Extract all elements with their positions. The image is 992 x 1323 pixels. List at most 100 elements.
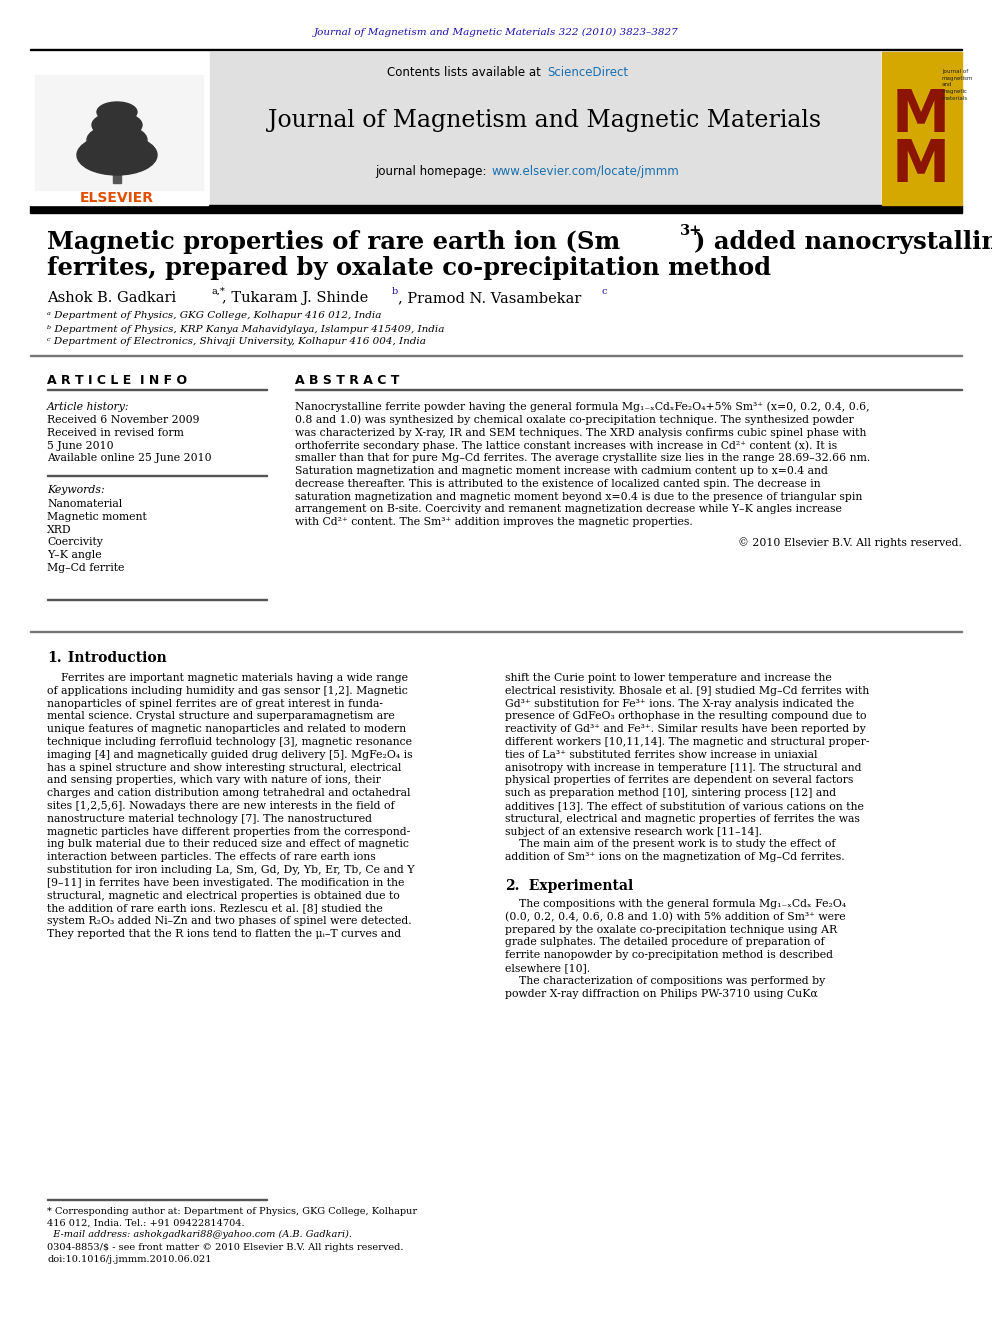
Text: E-mail address: ashokgadkari88@yahoo.com (A.B. Gadkari).: E-mail address: ashokgadkari88@yahoo.com… [47,1229,352,1238]
Text: ᵃ Department of Physics, GKG College, Kolhapur 416 012, India: ᵃ Department of Physics, GKG College, Ko… [47,311,381,320]
Text: Magnetic moment: Magnetic moment [47,512,147,521]
Bar [210,52,880,205]
Bar [882,52,962,205]
Text: was characterized by X-ray, IR and SEM techniques. The XRD analysis confirms cub: was characterized by X-ray, IR and SEM t… [295,427,866,438]
Text: ) added nanocrystalline Mg–Cd: ) added nanocrystalline Mg–Cd [694,230,992,254]
Text: © 2010 Elsevier B.V. All rights reserved.: © 2010 Elsevier B.V. All rights reserved… [738,537,962,549]
Text: b: b [392,287,398,295]
Text: Magnetic properties of rare earth ion (Sm: Magnetic properties of rare earth ion (S… [47,230,620,254]
Text: nanostructure material technology [7]. The nanostructured: nanostructure material technology [7]. T… [47,814,372,824]
Text: 2.: 2. [505,878,520,893]
Text: 5 June 2010: 5 June 2010 [47,441,114,451]
Text: ELSEVIER: ELSEVIER [80,191,154,205]
Text: grade sulphates. The detailed procedure of preparation of: grade sulphates. The detailed procedure … [505,938,824,947]
Text: Received in revised form: Received in revised form [47,427,184,438]
Text: of applications including humidity and gas sensor [1,2]. Magnetic: of applications including humidity and g… [47,685,408,696]
Text: Introduction: Introduction [58,651,167,665]
Text: electrical resistivity. Bhosale et al. [9] studied Mg–Cd ferrites with: electrical resistivity. Bhosale et al. [… [505,685,869,696]
Text: * Corresponding author at: Department of Physics, GKG College, Kolhapur: * Corresponding author at: Department of… [47,1208,417,1217]
Text: Experimental: Experimental [519,878,633,893]
Text: They reported that the R ions tend to flatten the μᵢ–T curves and: They reported that the R ions tend to fl… [47,929,401,939]
Text: structural, magnetic and electrical properties is obtained due to: structural, magnetic and electrical prop… [47,890,400,901]
Text: c: c [601,287,606,295]
Bar [35,75,203,191]
Text: , Pramod N. Vasambekar: , Pramod N. Vasambekar [398,291,581,306]
Text: magnetic particles have different properties from the correspond-: magnetic particles have different proper… [47,827,411,836]
Text: M: M [892,86,950,143]
Text: (0.0, 0.2, 0.4, 0.6, 0.8 and 1.0) with 5% addition of Sm³⁺ were: (0.0, 0.2, 0.4, 0.6, 0.8 and 1.0) with 5… [505,912,845,922]
Text: physical properties of ferrites are dependent on several factors: physical properties of ferrites are depe… [505,775,853,786]
Text: presence of GdFeO₃ orthophase in the resulting compound due to: presence of GdFeO₃ orthophase in the res… [505,712,866,721]
Text: nanoparticles of spinel ferrites are of great interest in funda-: nanoparticles of spinel ferrites are of … [47,699,383,709]
Text: elsewhere [10].: elsewhere [10]. [505,963,590,972]
Ellipse shape [87,124,147,155]
Text: anisotropy with increase in temperature [11]. The structural and: anisotropy with increase in temperature … [505,762,861,773]
Text: A R T I C L E  I N F O: A R T I C L E I N F O [47,373,187,386]
Text: Article history:: Article history: [47,402,130,411]
Text: Keywords:: Keywords: [47,486,104,495]
Text: A B S T R A C T: A B S T R A C T [295,373,400,386]
Text: ferrite nanopowder by co-precipitation method is described: ferrite nanopowder by co-precipitation m… [505,950,833,960]
Text: ties of La³⁺ substituted ferrites show increase in uniaxial: ties of La³⁺ substituted ferrites show i… [505,750,817,759]
Text: technique including ferrofluid technology [3], magnetic resonance: technique including ferrofluid technolog… [47,737,412,747]
Text: substitution for iron including La, Sm, Gd, Dy, Yb, Er, Tb, Ce and Y: substitution for iron including La, Sm, … [47,865,415,875]
Text: Journal of Magnetism and Magnetic Materials 322 (2010) 3823–3827: Journal of Magnetism and Magnetic Materi… [313,28,679,37]
Bar [113,153,121,183]
Ellipse shape [92,112,142,138]
Text: imaging [4] and magnetically guided drug delivery [5]. MgFe₂O₄ is: imaging [4] and magnetically guided drug… [47,750,413,759]
Text: subject of an extensive research work [11–14].: subject of an extensive research work [1… [505,827,762,836]
Text: Coercivity: Coercivity [47,537,103,548]
Text: ScienceDirect: ScienceDirect [547,66,628,79]
Text: reactivity of Gd³⁺ and Fe³⁺. Similar results have been reported by: reactivity of Gd³⁺ and Fe³⁺. Similar res… [505,724,866,734]
Text: with Cd²⁺ content. The Sm³⁺ addition improves the magnetic properties.: with Cd²⁺ content. The Sm³⁺ addition imp… [295,517,692,527]
Text: mental science. Crystal structure and superparamagnetism are: mental science. Crystal structure and su… [47,712,395,721]
Text: unique features of magnetic nanoparticles and related to modern: unique features of magnetic nanoparticle… [47,724,406,734]
Text: 416 012, India. Tel.: +91 09422814704.: 416 012, India. Tel.: +91 09422814704. [47,1218,245,1228]
Text: Ferrites are important magnetic materials having a wide range: Ferrites are important magnetic material… [47,673,408,683]
Text: Gd³⁺ substitution for Fe³⁺ ions. The X-ray analysis indicated the: Gd³⁺ substitution for Fe³⁺ ions. The X-r… [505,699,854,709]
Text: interaction between particles. The effects of rare earth ions: interaction between particles. The effec… [47,852,376,863]
Text: Contents lists available at: Contents lists available at [387,66,545,79]
Text: Journal of
magnetism
and
magnetic
materials: Journal of magnetism and magnetic materi… [942,69,973,101]
Text: arrangement on B-site. Coercivity and remanent magnetization decrease while Y–K : arrangement on B-site. Coercivity and re… [295,504,842,515]
Ellipse shape [77,135,157,175]
Text: ing bulk material due to their reduced size and effect of magnetic: ing bulk material due to their reduced s… [47,839,409,849]
Text: decrease thereafter. This is attributed to the existence of localized canted spi: decrease thereafter. This is attributed … [295,479,820,488]
Text: shift the Curie point to lower temperature and increase the: shift the Curie point to lower temperatu… [505,673,831,683]
Ellipse shape [97,102,137,122]
Text: , Tukaram J. Shinde: , Tukaram J. Shinde [222,291,373,306]
Text: The characterization of compositions was performed by: The characterization of compositions was… [505,976,825,986]
Text: addition of Sm³⁺ ions on the magnetization of Mg–Cd ferrites.: addition of Sm³⁺ ions on the magnetizati… [505,852,844,863]
Text: a,*: a,* [212,287,226,295]
Text: system R₂O₃ added Ni–Zn and two phases of spinel were detected.: system R₂O₃ added Ni–Zn and two phases o… [47,917,412,926]
Text: journal homepage:: journal homepage: [375,165,490,179]
Text: 3+: 3+ [680,224,702,238]
Text: [9–11] in ferrites have been investigated. The modification in the: [9–11] in ferrites have been investigate… [47,877,405,888]
Text: Nanocrystalline ferrite powder having the general formula Mg₁₋ₓCdₓFe₂O₄+5% Sm³⁺ : Nanocrystalline ferrite powder having th… [295,402,870,413]
Text: smaller than that for pure Mg–Cd ferrites. The average crystallite size lies in : smaller than that for pure Mg–Cd ferrite… [295,454,870,463]
Text: has a spinel structure and show interesting structural, electrical: has a spinel structure and show interest… [47,762,402,773]
Bar [30,52,208,205]
Text: saturation magnetization and magnetic moment beyond x=0.4 is due to the presence: saturation magnetization and magnetic mo… [295,492,862,501]
Text: Mg–Cd ferrite: Mg–Cd ferrite [47,564,124,573]
Text: powder X-ray diffraction on Philips PW-3710 using CuKα: powder X-ray diffraction on Philips PW-3… [505,988,817,999]
Text: XRD: XRD [47,525,71,534]
Text: ferrites, prepared by oxalate co-precipitation method: ferrites, prepared by oxalate co-precipi… [47,255,771,280]
Text: Available online 25 June 2010: Available online 25 June 2010 [47,454,211,463]
Text: additives [13]. The effect of substitution of various cations on the: additives [13]. The effect of substituti… [505,800,864,811]
Bar [30,205,962,213]
Text: such as preparation method [10], sintering process [12] and: such as preparation method [10], sinteri… [505,789,836,798]
Text: The main aim of the present work is to study the effect of: The main aim of the present work is to s… [505,839,835,849]
Text: and sensing properties, which vary with nature of ions, their: and sensing properties, which vary with … [47,775,381,786]
Text: doi:10.1016/j.jmmm.2010.06.021: doi:10.1016/j.jmmm.2010.06.021 [47,1254,211,1263]
Text: structural, electrical and magnetic properties of ferrites the was: structural, electrical and magnetic prop… [505,814,860,824]
Text: 1.: 1. [47,651,62,665]
Text: The compositions with the general formula Mg₁₋ₓCdₓ Fe₂O₄: The compositions with the general formul… [505,900,846,909]
Text: the addition of rare earth ions. Rezlescu et al. [8] studied the: the addition of rare earth ions. Rezlesc… [47,904,383,913]
Text: ᶜ Department of Electronics, Shivaji University, Kolhapur 416 004, India: ᶜ Department of Electronics, Shivaji Uni… [47,337,426,347]
Text: Nanomaterial: Nanomaterial [47,499,122,509]
Text: 0.8 and 1.0) was synthesized by chemical oxalate co-precipitation technique. The: 0.8 and 1.0) was synthesized by chemical… [295,414,854,425]
Text: different workers [10,11,14]. The magnetic and structural proper-: different workers [10,11,14]. The magnet… [505,737,870,747]
Text: sites [1,2,5,6]. Nowadays there are new interests in the field of: sites [1,2,5,6]. Nowadays there are new … [47,800,395,811]
Bar [30,49,962,50]
